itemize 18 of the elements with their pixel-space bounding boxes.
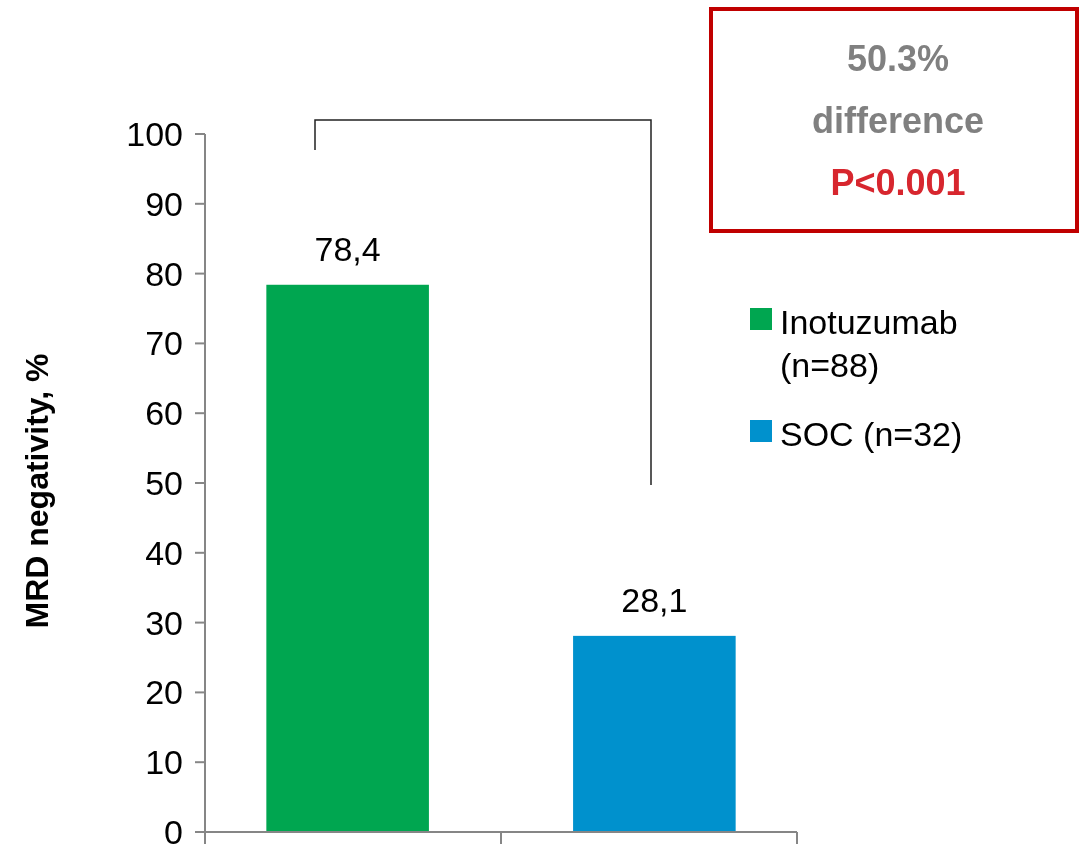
data-label: 78,4 [314,229,381,268]
text: P<0.001 [830,161,966,203]
y-tick-label: 100 [126,114,183,153]
y-tick-label: 20 [145,673,183,712]
legend-label: Inotuzumab (n=88) [780,302,958,384]
data-label: 28,1 [621,580,688,619]
y-tick-label: 60 [145,394,183,433]
y-tick-label: 90 [145,184,183,223]
y-tick-label: 50 [145,463,183,502]
legend-label: SOC (n=32) [780,414,963,453]
y-tick-label: 30 [145,603,183,642]
y-tick-label: 80 [145,254,183,293]
y-tick-label: 70 [145,324,183,363]
text: 50.3% difference [811,37,985,141]
y-axis-title: MRD negativity, % [19,353,55,629]
y-tick-label: 0 [164,812,183,850]
y-tick-label: 40 [145,533,183,572]
y-tick-label: 10 [145,743,183,782]
